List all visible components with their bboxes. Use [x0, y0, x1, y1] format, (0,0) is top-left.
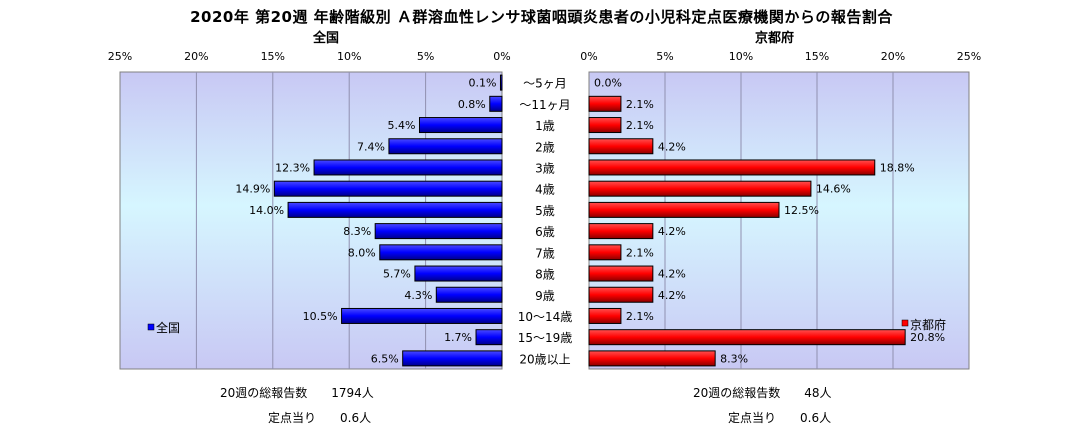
right-bar	[588, 265, 654, 282]
right-data-label: 2.1%	[626, 119, 654, 132]
category-label: 15～19歳	[518, 331, 573, 345]
right-data-label: 4.2%	[658, 289, 686, 302]
left-data-label: 8.3%	[343, 225, 371, 238]
left-panel-title: 全国	[313, 31, 340, 46]
left-tick-label: 15%	[261, 50, 285, 63]
category-label: 7歳	[535, 246, 555, 260]
category-label: 1歳	[535, 119, 555, 133]
left-tick-label: 10%	[337, 50, 361, 63]
left-data-label: 14.0%	[249, 204, 284, 217]
left-bar	[341, 307, 503, 324]
right-bar	[588, 159, 876, 176]
left-data-label: 0.1%	[469, 77, 497, 90]
left-data-label: 10.5%	[303, 310, 338, 323]
right-bar	[588, 95, 622, 112]
right-bar	[588, 329, 906, 346]
category-label: 6歳	[535, 225, 555, 239]
right-data-label: 4.2%	[658, 140, 686, 153]
category-label: 10～14歳	[518, 310, 573, 324]
legend-label-national: 全国	[156, 320, 180, 335]
left-bar	[374, 223, 503, 240]
right-data-label: 14.6%	[816, 183, 851, 196]
category-label: 8歳	[535, 268, 555, 282]
left-data-label: 5.4%	[388, 119, 416, 132]
legend-swatch-national	[147, 323, 155, 331]
category-label: 5歳	[535, 204, 555, 218]
chart-title: 2020年 第20週 年齢階級別 Ａ群溶血性レンサ球菌咽頭炎患者の小児科定点医療…	[190, 8, 893, 26]
category-label: 9歳	[535, 289, 555, 303]
left-bar	[313, 159, 503, 176]
legend-label-kyoto: 京都府	[910, 317, 946, 332]
right-data-label: 12.5%	[784, 204, 819, 217]
category-label: 3歳	[535, 161, 555, 175]
left-bar	[379, 244, 503, 261]
right-tick-label: 0%	[580, 50, 597, 63]
left-bar	[418, 117, 503, 134]
left-total-reports: 20週の総報告数 1794人	[220, 386, 374, 400]
left-data-label: 0.8%	[458, 98, 486, 111]
left-bar	[287, 201, 503, 218]
left-bar	[489, 95, 503, 112]
category-label: 4歳	[535, 183, 555, 197]
legend-swatch-kyoto	[901, 319, 909, 327]
right-panel-title: 京都府	[755, 31, 795, 46]
right-data-label: 2.1%	[626, 310, 654, 323]
left-tick-label: 25%	[108, 50, 132, 63]
left-bar	[475, 329, 503, 346]
right-bar	[588, 201, 780, 218]
left-bar	[414, 265, 503, 282]
left-tick-label: 20%	[184, 50, 208, 63]
category-label: ～11ヶ月	[519, 98, 570, 112]
right-data-label: 2.1%	[626, 246, 654, 259]
left-data-label: 7.4%	[357, 140, 385, 153]
left-data-label: 5.7%	[383, 268, 411, 281]
right-bar	[588, 180, 812, 197]
right-tick-label: 15%	[805, 50, 829, 63]
left-data-label: 6.5%	[371, 352, 399, 365]
right-tick-label: 20%	[881, 50, 905, 63]
left-bar	[388, 138, 503, 155]
right-tick-label: 5%	[656, 50, 673, 63]
right-total-reports: 20週の総報告数 48人	[693, 386, 832, 400]
category-label: 2歳	[535, 140, 555, 154]
right-data-label: 18.8%	[880, 161, 915, 174]
right-bar	[588, 244, 622, 261]
right-bar	[588, 223, 654, 240]
right-bar	[588, 350, 716, 367]
right-data-label: 2.1%	[626, 98, 654, 111]
left-bar	[402, 350, 503, 367]
category-label: 20歳以上	[519, 352, 570, 366]
right-bar	[588, 286, 654, 303]
left-data-label: 4.3%	[404, 289, 432, 302]
right-bar	[588, 138, 654, 155]
right-tick-label: 10%	[729, 50, 753, 63]
right-per-site: 定点当り 0.6人	[728, 411, 832, 425]
right-tick-label: 25%	[957, 50, 981, 63]
left-data-label: 1.7%	[444, 331, 472, 344]
right-bar	[588, 117, 622, 134]
left-bar	[273, 180, 503, 197]
left-data-label: 12.3%	[275, 161, 310, 174]
left-bar	[499, 74, 503, 91]
right-plot-area	[588, 71, 970, 370]
left-data-label: 14.9%	[235, 183, 270, 196]
left-per-site: 定点当り 0.6人	[268, 411, 372, 425]
right-data-label: 4.2%	[658, 268, 686, 281]
right-data-label: 20.8%	[910, 331, 945, 344]
left-tick-label: 5%	[417, 50, 434, 63]
left-bar	[435, 286, 503, 303]
category-label: ～5ヶ月	[523, 77, 567, 91]
right-data-label: 4.2%	[658, 225, 686, 238]
right-data-label: 8.3%	[720, 352, 748, 365]
left-data-label: 8.0%	[348, 246, 376, 259]
right-bar	[588, 307, 622, 324]
left-tick-label: 0%	[493, 50, 510, 63]
right-data-label: 0.0%	[594, 77, 622, 90]
